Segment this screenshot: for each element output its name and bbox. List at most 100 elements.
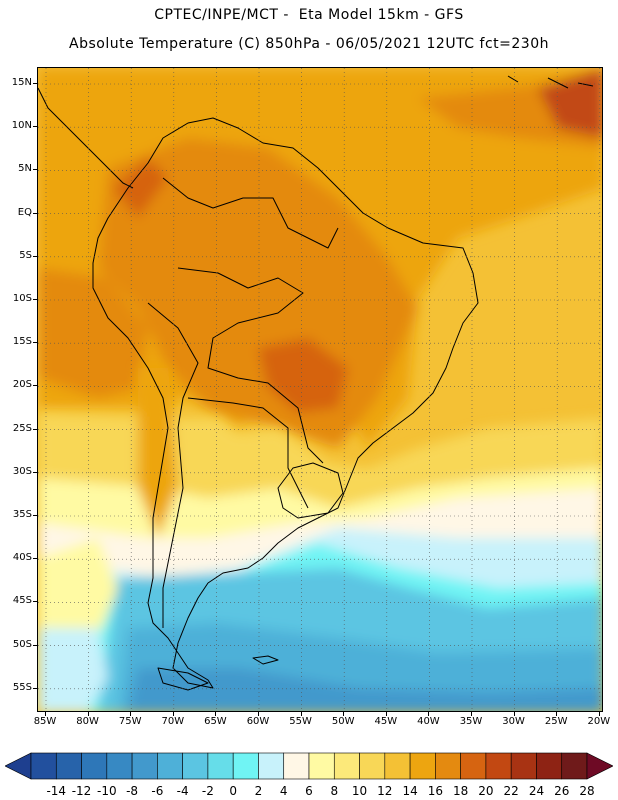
map-title: CPTEC/INPE/MCT - Eta Model 15km - GFS: [154, 7, 464, 23]
colorbar-swatch: [536, 752, 563, 780]
latitude-tick: [33, 515, 37, 516]
colorbar-swatch: [485, 752, 512, 780]
colorbar: [5, 752, 613, 780]
longitude-tick: [215, 712, 217, 716]
latitude-label: 50S: [12, 638, 32, 650]
latitude-label: 15N: [11, 77, 32, 88]
field-andes-warm: [138, 368, 178, 538]
map-subtitle: Absolute Temperature (C) 850hPa - 06/05/…: [69, 36, 549, 52]
latitude-tick: [33, 169, 37, 171]
longitude-label: 20W: [587, 716, 611, 727]
colorbar-swatch: [435, 752, 461, 780]
colorbar-swatch: [30, 752, 57, 780]
longitude-label: 45W: [374, 716, 398, 727]
border-venezuela: [162, 177, 339, 249]
falkland-islands: [252, 655, 279, 665]
longitude-label: 65W: [204, 716, 227, 727]
colorbar-swatch: [409, 752, 436, 780]
colorbar-label: 16: [427, 784, 443, 798]
colorbar-label: -2: [201, 784, 214, 798]
colorbar-swatch: [55, 752, 82, 780]
border-argentina: [187, 397, 309, 509]
latitude-tick: [33, 299, 37, 300]
field-patagonia-cold: [38, 628, 108, 711]
colorbar-swatch: [258, 752, 285, 780]
colorbar-label: 26: [554, 784, 570, 798]
field-neg4-neg2: [128, 668, 602, 711]
field-20-22-north: [113, 158, 168, 218]
colorbar-swatch: [182, 752, 209, 780]
colorbar-swatch: [359, 752, 386, 780]
south-america-coastline: [92, 117, 479, 689]
latitude-label: 5S: [19, 249, 32, 261]
colorbar-label: 20: [478, 784, 494, 798]
longitude-tick: [87, 712, 89, 716]
latitude-label: 10S: [12, 293, 32, 304]
longitude-tick: [258, 712, 259, 716]
colorbar-swatch: [106, 752, 133, 780]
colorbar-arrow-high: [586, 752, 613, 780]
colorbar-label: -12: [71, 784, 92, 798]
latitude-label: 40S: [12, 552, 32, 564]
latitude-label: 45S: [12, 595, 32, 607]
longitude-label: 70W: [161, 716, 185, 727]
field-20-22-core: [258, 338, 348, 413]
colorbar-label: -8: [126, 784, 139, 798]
colorbar-swatch: [283, 752, 310, 780]
colorbar-label: 12: [377, 784, 393, 798]
colorbar-label: 10: [351, 784, 368, 798]
border-andes: [147, 302, 199, 628]
field-pacific-warm: [38, 268, 148, 398]
tierra-del-fuego: [157, 667, 209, 691]
colorbar-swatch: [207, 752, 234, 780]
latitude-tick: [33, 126, 37, 128]
latitude-tick: [33, 558, 37, 560]
latitude-label: 25S: [12, 422, 32, 434]
latitude-tick: [33, 385, 37, 387]
longitude-label: 80W: [76, 716, 99, 727]
colorbar-swatch: [308, 752, 335, 780]
colorbar-label: -4: [176, 784, 189, 798]
map-canvas: [38, 68, 602, 711]
colorbar-swatch: [81, 752, 108, 780]
colorbar-swatch: [232, 752, 259, 780]
longitude-label: 25W: [544, 716, 568, 727]
latitude-tick: [33, 255, 37, 257]
colorbar-swatch: [460, 752, 487, 780]
caribbean-islands: [507, 75, 594, 89]
central-america-coastline: [38, 87, 134, 189]
colorbar-label: -14: [46, 784, 67, 798]
longitude-tick: [172, 712, 174, 716]
longitude-label: 55W: [289, 716, 312, 727]
longitude-label: 75W: [118, 716, 142, 727]
latitude-label: 20S: [12, 379, 32, 391]
border-brazil: [177, 267, 324, 464]
colorbar-label: 6: [305, 784, 313, 798]
longitude-label: 85W: [33, 716, 57, 727]
latitude-label: 10N: [11, 120, 32, 132]
latitude-tick: [33, 471, 37, 473]
colorbar-arrow-low: [5, 752, 32, 780]
longitude-label: 35W: [459, 716, 483, 727]
latitude-tick: [33, 644, 37, 646]
longitude-tick: [385, 712, 387, 716]
longitude-label: 60W: [246, 716, 270, 727]
colorbar-label: -10: [97, 784, 117, 798]
colorbar-label: 24: [528, 784, 545, 798]
latitude-tick: [33, 83, 37, 84]
latitude-tick: [33, 342, 37, 344]
latitude-label: 35S: [12, 509, 32, 520]
colorbar-label: 14: [402, 784, 418, 798]
longitude-tick: [343, 712, 345, 716]
colorbar-swatch: [561, 752, 588, 780]
latitude-label: 15S: [12, 336, 32, 348]
latitude-tick: [33, 428, 37, 430]
longitude-tick: [300, 712, 302, 716]
latitude-label: 30S: [12, 465, 32, 477]
colorbar-label: 2: [254, 784, 263, 798]
latitude-tick: [33, 601, 37, 603]
longitude-label: 40W: [417, 716, 440, 727]
longitude-tick: [513, 712, 515, 716]
colorbar-swatch: [333, 752, 360, 780]
colorbar-label: 28: [579, 784, 595, 798]
